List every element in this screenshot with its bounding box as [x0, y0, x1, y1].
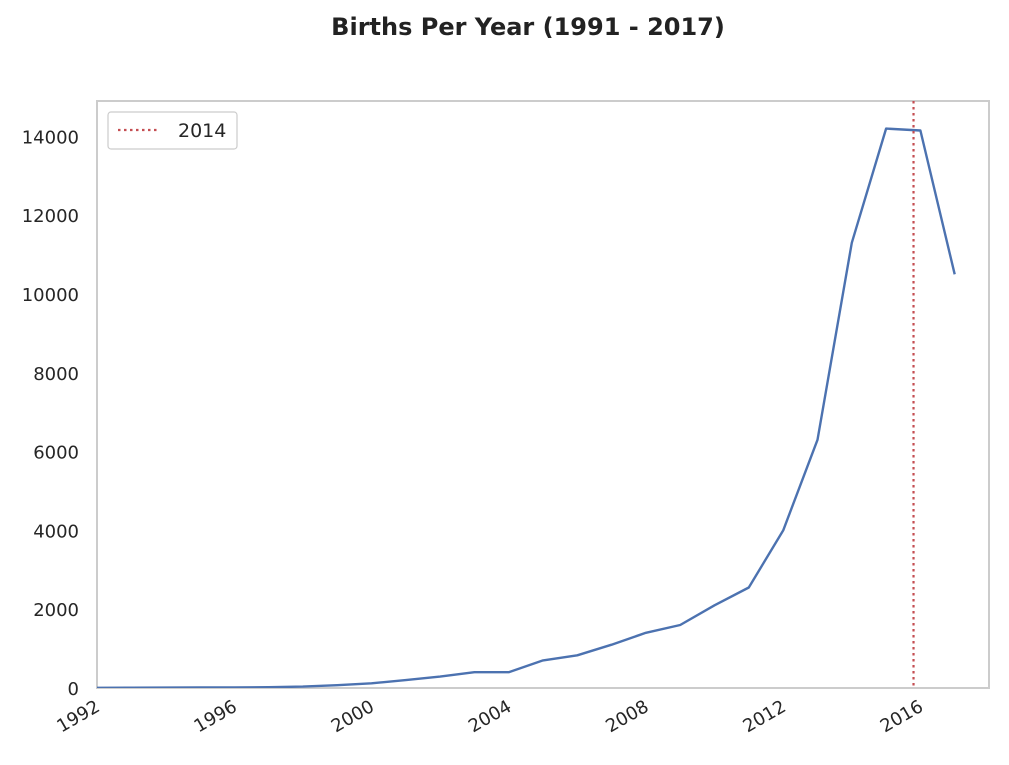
series-line: [97, 127, 956, 688]
x-tick-label: 2008: [602, 696, 652, 737]
x-tick-label: 1992: [53, 696, 103, 737]
legend-label: 2014: [178, 120, 226, 142]
y-tick-label: 6000: [33, 443, 79, 464]
chart-title: Births Per Year (1991 - 2017): [331, 13, 725, 41]
legend-box: [107, 111, 238, 150]
x-axis: 1992 1996 2000 2004 2008 2012 2016: [53, 696, 927, 737]
y-tick-label: 2000: [33, 600, 79, 621]
y-axis: 0 2000 4000 6000 8000 10000 12000 14000: [22, 127, 79, 700]
y-tick-label: 8000: [33, 364, 79, 385]
x-tick-label: 2000: [328, 696, 378, 737]
x-tick-label: 2016: [877, 696, 927, 737]
y-tick-label: 0: [68, 679, 79, 700]
plot-frame: [96, 100, 990, 689]
y-tick-label: 10000: [22, 285, 79, 306]
legend: 2014: [107, 111, 238, 150]
series-lines: [97, 127, 956, 688]
x-tick-label: 2004: [465, 696, 515, 737]
x-tick-label: 2012: [739, 696, 789, 737]
x-tick-label: 1996: [191, 696, 241, 737]
y-tick-label: 14000: [22, 127, 79, 148]
y-tick-label: 4000: [33, 521, 79, 542]
y-tick-label: 12000: [22, 206, 79, 227]
